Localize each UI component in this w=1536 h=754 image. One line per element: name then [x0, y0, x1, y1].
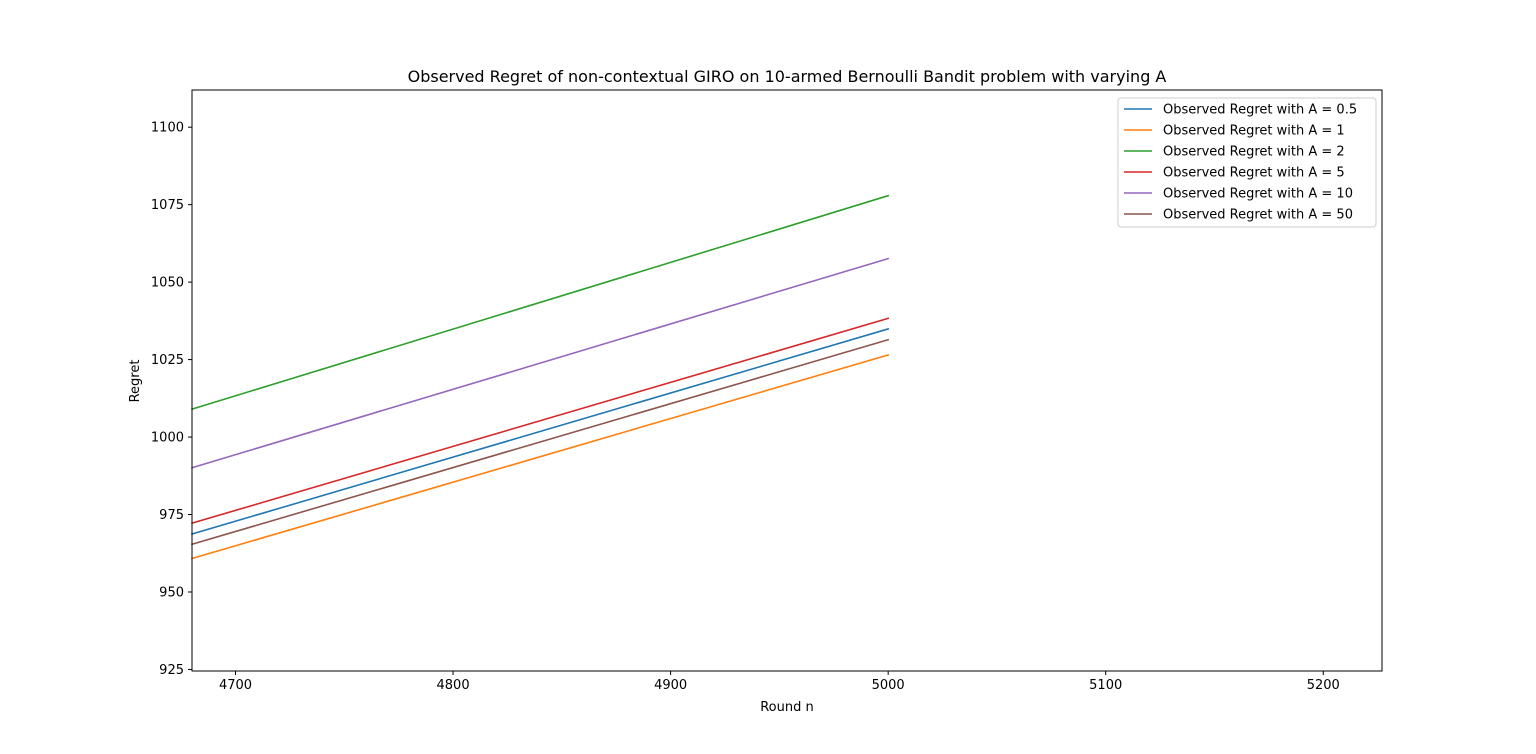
legend: Observed Regret with A = 0.5 Observed Reg… — [1117, 97, 1377, 228]
x-tick-label: 5200 — [1307, 678, 1340, 693]
y-axis: 925 950 975 1000 1025 1050 1075 1100 — [151, 121, 192, 678]
x-tick-label: 4700 — [219, 678, 252, 693]
x-tick-label: 4800 — [437, 678, 470, 693]
y-tick-label: 1000 — [151, 431, 184, 446]
series-layer — [191, 194, 890, 560]
legend-label: Observed Regret with A = 0.5 — [1163, 103, 1357, 118]
y-tick-label: 1050 — [151, 276, 184, 291]
legend-label: Observed Regret with A = 1 — [1163, 124, 1345, 139]
x-tick-label: 4900 — [654, 678, 687, 693]
y-tick-label: 975 — [159, 508, 184, 523]
legend-frame — [1117, 97, 1377, 228]
legend-label: Observed Regret with A = 10 — [1163, 187, 1353, 202]
legend-label: Observed Regret with A = 50 — [1163, 208, 1353, 223]
x-axis: 4700 4800 4900 5000 5100 5200 — [219, 671, 1340, 693]
series-line-4 — [191, 257, 890, 469]
series-line-2 — [191, 194, 890, 411]
plot-frame — [191, 89, 1383, 672]
series-line-1 — [191, 353, 890, 560]
y-tick-label: 1075 — [151, 198, 184, 213]
series-line-5 — [191, 338, 890, 546]
y-tick-label: 925 — [159, 663, 184, 678]
series-line-3 — [191, 317, 890, 525]
series-line-0 — [191, 327, 890, 536]
legend-label: Observed Regret with A = 2 — [1163, 145, 1345, 160]
x-tick-label: 5100 — [1089, 678, 1122, 693]
y-tick-label: 950 — [159, 585, 184, 600]
y-tick-label: 1100 — [151, 121, 184, 136]
y-axis-label: Regret — [128, 360, 143, 403]
y-tick-label: 1025 — [151, 353, 184, 368]
chart-title: Observed Regret of non-contextual GIRO o… — [408, 67, 1167, 86]
legend-label: Observed Regret with A = 5 — [1163, 166, 1345, 181]
x-tick-label: 5000 — [872, 678, 905, 693]
x-axis-label: Round n — [760, 700, 814, 715]
